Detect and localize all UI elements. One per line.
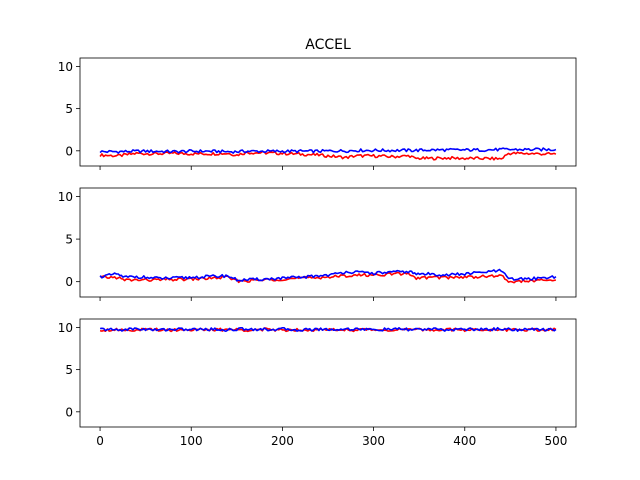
y-tick-label: 5 — [65, 102, 73, 116]
panel-1: 0 5 10 — [58, 57, 577, 170]
panel-1-series-1 — [99, 150, 557, 161]
x-tick-label: 400 — [453, 434, 476, 448]
y-tick-label: 0 — [65, 405, 73, 419]
figure-title: ACCEL — [305, 37, 351, 53]
y-tick-label: 10 — [58, 190, 73, 204]
y-tick-label: 10 — [58, 60, 73, 74]
y-tick-label: 10 — [58, 321, 73, 335]
y-tick-label: 0 — [65, 275, 73, 289]
panel-2-axes-frame — [79, 187, 577, 298]
x-tick-label: 100 — [180, 434, 203, 448]
panel-1-series-2 — [99, 147, 557, 154]
panel-2: 0 5 10 — [58, 187, 577, 301]
y-tick-label: 5 — [65, 363, 73, 377]
x-tick-label: 200 — [271, 434, 294, 448]
y-tick-label: 5 — [65, 233, 73, 247]
x-tick-label: 0 — [96, 434, 104, 448]
panel-1-axes-frame — [79, 57, 577, 167]
panel-3-axes-frame — [79, 318, 577, 428]
panel-2-series-2 — [99, 268, 557, 282]
x-tick-label: 300 — [362, 434, 385, 448]
y-tick-label: 0 — [65, 144, 73, 158]
x-tick-label: 500 — [544, 434, 567, 448]
panel-3-series-2 — [100, 326, 557, 333]
